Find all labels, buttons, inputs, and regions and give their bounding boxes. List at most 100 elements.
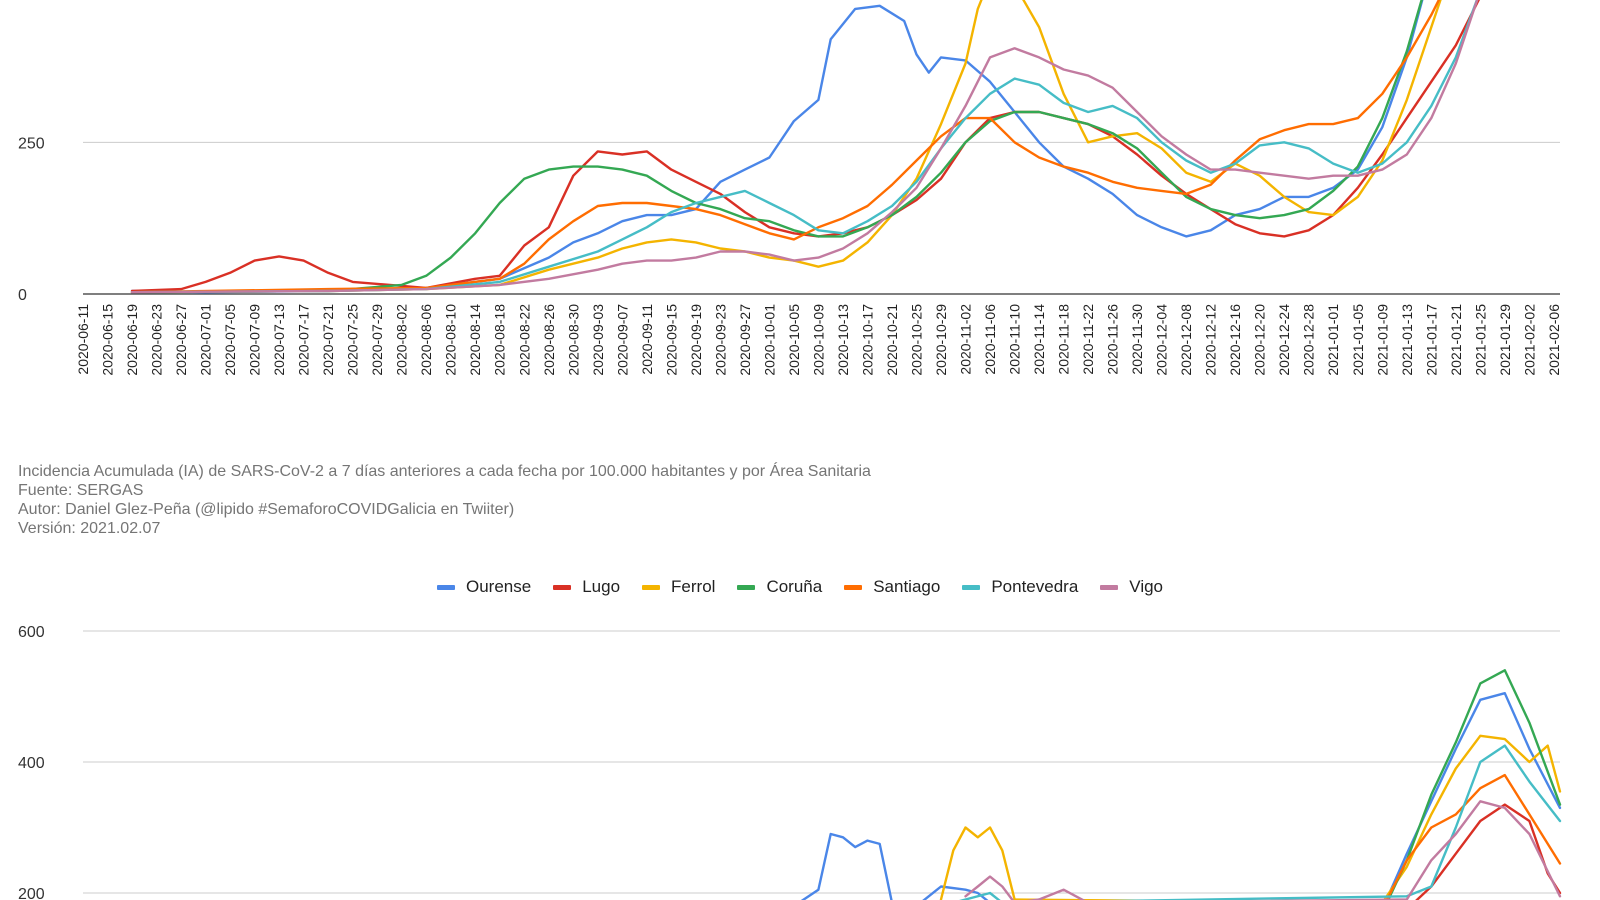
chart-source: Fuente: SERGAS bbox=[18, 482, 144, 499]
series-line-pontevedra bbox=[959, 744, 1562, 900]
x-tick-label: 2020-10-13 bbox=[835, 304, 851, 376]
x-tick-label: 2021-01-13 bbox=[1399, 304, 1415, 376]
series-line-coruna bbox=[1386, 669, 1562, 900]
x-tick-label: 2020-09-15 bbox=[663, 304, 679, 376]
legend-swatch bbox=[553, 584, 572, 590]
x-tick-label: 2020-10-17 bbox=[859, 304, 875, 376]
y-tick-label: 0 bbox=[18, 287, 27, 304]
series-line-ourense bbox=[800, 692, 1562, 900]
legend-label: Ourense bbox=[466, 577, 532, 596]
x-tick-label: 2020-11-10 bbox=[1007, 304, 1023, 375]
legend-label: Ferrol bbox=[671, 577, 716, 596]
x-tick-label: 2021-01-21 bbox=[1448, 304, 1464, 376]
y-tick-label: 200 bbox=[18, 886, 45, 900]
x-tick-label: 2020-10-25 bbox=[908, 304, 924, 376]
series-group bbox=[130, 0, 1480, 294]
legend-item-coruna[interactable]: Coruña bbox=[737, 577, 822, 597]
x-tick-label: 2020-10-09 bbox=[810, 304, 826, 376]
series-line-santiago bbox=[130, 0, 1441, 294]
x-tick-label: 2020-08-30 bbox=[565, 304, 581, 376]
series-group bbox=[800, 669, 1562, 900]
x-tick-label: 2020-12-28 bbox=[1301, 304, 1317, 376]
x-tick-label: 2021-01-09 bbox=[1374, 304, 1390, 376]
x-tick-label: 2021-02-06 bbox=[1546, 304, 1562, 376]
legend-item-lugo[interactable]: Lugo bbox=[553, 577, 620, 597]
x-tick-label: 2020-10-01 bbox=[761, 304, 777, 376]
x-tick-label: 2020-09-23 bbox=[712, 304, 728, 376]
x-tick-label: 2020-07-01 bbox=[198, 304, 214, 376]
chart-title: Incidencia Acumulada (IA) de SARS-CoV-2 … bbox=[18, 463, 871, 480]
x-tick-label: 2020-08-22 bbox=[516, 304, 532, 376]
legend[interactable]: Ourense Lugo Ferrol Coruña Santiago Pontevedr… bbox=[0, 577, 1600, 597]
x-tick-label: 2020-09-19 bbox=[688, 304, 704, 376]
x-tick-label: 2021-01-29 bbox=[1497, 304, 1513, 376]
x-tick-label: 2020-12-04 bbox=[1154, 304, 1170, 376]
x-tick-label: 2020-06-27 bbox=[173, 304, 189, 376]
x-tick-label: 2020-08-26 bbox=[541, 304, 557, 376]
series-line-vigo bbox=[130, 0, 1479, 294]
x-tick-label: 2020-07-13 bbox=[271, 304, 287, 376]
x-tick-label: 2020-06-15 bbox=[100, 304, 116, 376]
x-tick-label: 2020-09-03 bbox=[590, 304, 606, 376]
chart-version: Versión: 2021.02.07 bbox=[18, 520, 161, 537]
series-line-pontevedra bbox=[130, 0, 1479, 294]
legend-swatch bbox=[737, 584, 756, 590]
x-tick-label: 2020-07-21 bbox=[320, 304, 336, 376]
x-tick-label: 2020-08-06 bbox=[418, 304, 434, 376]
x-tick-label: 2020-11-02 bbox=[958, 304, 974, 375]
legend-item-ourense[interactable]: Ourense bbox=[437, 577, 531, 597]
x-tick-label: 2020-07-29 bbox=[369, 304, 385, 376]
x-tick-label: 2020-12-08 bbox=[1178, 304, 1194, 376]
x-tick-label: 2020-07-09 bbox=[247, 304, 263, 376]
legend-item-pontevedra[interactable]: Pontevedra bbox=[962, 577, 1078, 597]
chart-author: Autor: Daniel Glez-Peña (@lipido #Semafo… bbox=[18, 501, 515, 518]
x-tick-label: 2021-01-17 bbox=[1423, 304, 1439, 376]
legend-item-vigo[interactable]: Vigo bbox=[1100, 577, 1163, 597]
x-tick-label: 2021-02-02 bbox=[1521, 304, 1537, 376]
x-tick-label: 2020-11-14 bbox=[1031, 304, 1047, 375]
legend-item-ferrol[interactable]: Ferrol bbox=[642, 577, 715, 597]
x-tick-label: 2020-12-16 bbox=[1227, 304, 1243, 376]
x-tick-label: 2020-10-21 bbox=[884, 304, 900, 376]
x-tick-label: 2021-01-25 bbox=[1472, 304, 1488, 376]
series-line-ferrol bbox=[130, 0, 1442, 294]
x-tick-label: 2020-11-06 bbox=[982, 304, 998, 375]
series-line-vigo bbox=[964, 800, 1562, 900]
x-tick-label: 2020-07-25 bbox=[345, 304, 361, 376]
legend-item-santiago[interactable]: Santiago bbox=[844, 577, 940, 597]
legend-swatch bbox=[1100, 584, 1119, 590]
x-tick-label: 2020-12-12 bbox=[1203, 304, 1219, 376]
x-tick-label: 2021-01-01 bbox=[1325, 304, 1341, 376]
x-tick-label: 2020-07-17 bbox=[296, 304, 312, 376]
legend-swatch bbox=[844, 584, 863, 590]
chart-notes: Incidencia Acumulada (IA) de SARS-CoV-2 … bbox=[18, 462, 871, 538]
x-tick-label: 2020-09-11 bbox=[639, 304, 655, 375]
legend-label: Vigo bbox=[1129, 577, 1163, 596]
x-tick-label: 2020-11-30 bbox=[1129, 304, 1145, 375]
series-line-ourense bbox=[130, 0, 1424, 294]
legend-label: Pontevedra bbox=[991, 577, 1079, 596]
x-tick-label: 2020-07-05 bbox=[222, 304, 238, 376]
x-tick-label: 2021-01-05 bbox=[1350, 304, 1366, 376]
y-tick-label: 600 bbox=[18, 624, 45, 641]
x-tick-label: 2020-11-26 bbox=[1105, 304, 1121, 375]
x-tick-label: 2020-08-02 bbox=[394, 304, 410, 376]
x-tick-label: 2020-11-22 bbox=[1080, 304, 1096, 375]
x-tick-label: 2020-06-19 bbox=[124, 304, 140, 376]
legend-label: Santiago bbox=[873, 577, 941, 596]
x-tick-label: 2020-10-29 bbox=[933, 304, 949, 376]
x-tick-label: 2020-08-14 bbox=[467, 304, 483, 376]
legend-label: Coruña bbox=[766, 577, 823, 596]
chart-top: 02505007502020-06-112020-06-152020-06-19… bbox=[18, 0, 1562, 376]
legend-label: Lugo bbox=[582, 577, 621, 596]
x-tick-label: 2020-09-07 bbox=[614, 304, 630, 376]
x-tick-label: 2020-10-05 bbox=[786, 304, 802, 376]
x-tick-label: 2020-11-18 bbox=[1056, 304, 1072, 375]
x-tick-label: 2020-06-11 bbox=[75, 304, 91, 375]
x-tick-label: 2020-12-24 bbox=[1276, 304, 1292, 376]
y-tick-label: 500 bbox=[18, 0, 45, 1]
legend-swatch bbox=[642, 584, 661, 590]
legend-swatch bbox=[962, 584, 981, 590]
x-tick-label: 2020-08-18 bbox=[492, 304, 508, 376]
